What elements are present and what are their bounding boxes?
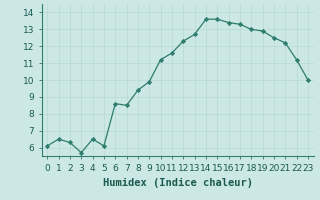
X-axis label: Humidex (Indice chaleur): Humidex (Indice chaleur) [103,178,252,188]
